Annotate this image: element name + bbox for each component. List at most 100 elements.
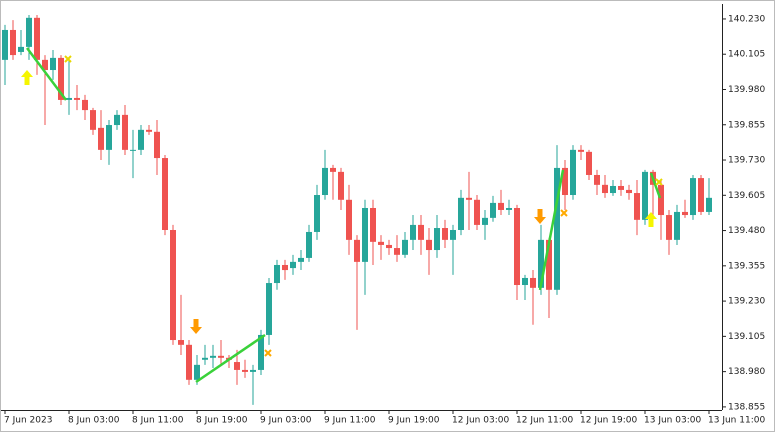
candle-body	[602, 184, 608, 194]
x-tick-label: 8 Jun 11:00	[132, 416, 184, 426]
candle-body	[594, 174, 600, 185]
candle-body	[362, 207, 368, 262]
candle-body	[18, 46, 24, 52]
y-tick-label: 139.480	[728, 226, 765, 236]
candle-body	[82, 99, 88, 111]
exit-cross	[655, 178, 663, 186]
candle-body	[274, 264, 280, 284]
y-tick-label: 139.605	[728, 191, 765, 201]
candle-body	[330, 167, 336, 172]
candle-body	[194, 364, 200, 380]
candle-body	[50, 57, 56, 71]
x-tick-label: 9 Jun 03:00	[260, 416, 312, 426]
candle-body	[698, 178, 704, 212]
candle-body	[114, 114, 120, 126]
candle-body	[386, 244, 392, 249]
candle-body	[106, 125, 112, 150]
trend-line	[538, 169, 565, 291]
candle-body	[522, 277, 528, 286]
candle-body	[578, 149, 584, 152]
candle-body	[258, 334, 264, 370]
buy-arrow	[645, 212, 657, 227]
candle-body	[130, 149, 136, 151]
candle-body	[674, 211, 680, 240]
candle-body	[242, 369, 248, 372]
y-tick-label: 138.855	[728, 402, 765, 412]
x-tick-label: 8 Jun 19:00	[196, 416, 248, 426]
candle-body	[402, 239, 408, 255]
candle-body	[410, 224, 416, 240]
exit-cross	[64, 55, 72, 63]
candle-body	[490, 202, 496, 218]
candle-body	[250, 369, 256, 372]
candle-body	[306, 231, 312, 258]
candle-body	[682, 211, 688, 216]
candle-body	[10, 29, 16, 56]
candle-body	[426, 239, 432, 251]
x-tick-label: 12 Jun 11:00	[516, 416, 573, 426]
candle-body	[178, 340, 184, 345]
candle-body	[498, 202, 504, 210]
candle-body	[234, 362, 240, 370]
y-tick-label: 139.105	[728, 332, 765, 342]
candle-body	[538, 239, 544, 288]
sell-arrow	[190, 319, 202, 334]
trend-line	[195, 333, 266, 384]
candle-body	[610, 185, 616, 194]
candle-body	[450, 229, 456, 240]
candle-body	[26, 17, 32, 47]
candle-body	[90, 110, 96, 130]
trend-line	[26, 47, 67, 101]
y-tick-label: 140.105	[728, 50, 765, 60]
candle-body	[42, 59, 48, 71]
trade-overlay	[21, 47, 663, 384]
candle-body	[322, 167, 328, 196]
candle-body	[618, 185, 624, 190]
candle-body	[210, 355, 216, 358]
candle-body	[290, 261, 296, 269]
x-tick-label: 12 Jun 03:00	[452, 416, 509, 426]
exit-cross	[264, 349, 272, 357]
exit-cross	[560, 209, 568, 217]
candle-body	[202, 357, 208, 360]
candle-body	[298, 257, 304, 262]
candle-body	[514, 207, 520, 286]
candle-body	[346, 199, 352, 240]
candle-body	[186, 344, 192, 380]
candle-body	[530, 277, 536, 288]
y-tick-label: 139.355	[728, 261, 765, 271]
candle-body	[338, 171, 344, 200]
candle-body	[570, 149, 576, 196]
candle-body	[34, 17, 40, 60]
candle-body	[418, 224, 424, 240]
candle-body	[66, 97, 72, 100]
sell-arrow	[534, 209, 546, 224]
x-tick-label: 8 Jun 03:00	[68, 416, 120, 426]
candle-body	[562, 167, 568, 196]
y-tick-label: 138.980	[728, 367, 765, 377]
candle-body	[666, 215, 672, 240]
candle-body	[266, 283, 272, 335]
candle-body	[506, 207, 512, 210]
candle-body	[146, 129, 152, 132]
x-tick-label: 9 Jun 11:00	[324, 416, 376, 426]
candle-body	[74, 97, 80, 100]
x-tick-label: 9 Jun 19:00	[388, 416, 440, 426]
y-tick-label: 139.730	[728, 156, 765, 166]
candle-body	[658, 184, 664, 216]
candle-body	[98, 127, 104, 150]
candle-body	[394, 248, 400, 255]
candle-body	[626, 189, 632, 194]
x-tick-label: 12 Jun 19:00	[580, 416, 637, 426]
candle-body	[434, 228, 440, 251]
candle-body	[466, 197, 472, 200]
trend-line	[649, 172, 662, 199]
candle-body	[170, 229, 176, 341]
candle-body	[458, 197, 464, 230]
candle-body	[442, 228, 448, 240]
candle-body	[218, 355, 224, 358]
candle-body	[474, 199, 480, 225]
candle-body	[282, 264, 288, 271]
